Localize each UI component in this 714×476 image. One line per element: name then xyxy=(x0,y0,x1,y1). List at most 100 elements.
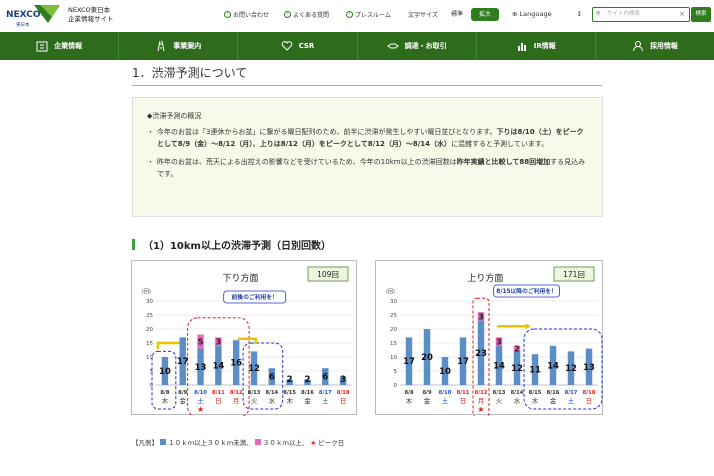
nav-item-procurement[interactable]: 調達・お取引 xyxy=(358,32,477,60)
data-label-under30: 11 xyxy=(529,366,541,376)
x-tick-date: 8/9 xyxy=(178,390,188,396)
x-tick-weekday: 火 xyxy=(496,397,503,405)
util-link-faq[interactable]: › よくある質問 xyxy=(284,10,329,19)
y-tick-label: 15 xyxy=(146,341,153,347)
overview-box: ◆渋滞予測の概況 今年のお盆は「3連休からお盆」に繋がる曜日配列のため、前半に渋… xyxy=(132,97,603,217)
x-tick-date: 8/13 xyxy=(493,390,506,396)
nexco-logo[interactable]: NEXCO 東日本 xyxy=(4,3,62,29)
chart-outbound-svg: 下り方面 109回(回)051015202530前後のご利用を！108/8木178… xyxy=(142,266,352,416)
total-count: 171回 xyxy=(563,270,585,279)
nav-item-ir[interactable]: IR情報 xyxy=(477,32,596,60)
x-tick-weekday: 木 xyxy=(532,396,539,405)
bar-under30 xyxy=(322,368,329,385)
bar-chart-icon xyxy=(517,43,526,51)
arrowhead-icon xyxy=(525,323,531,330)
peak-star-icon: ★ xyxy=(477,405,484,414)
data-label-under30: 17 xyxy=(177,357,189,367)
bar-under30 xyxy=(423,329,431,385)
data-label-under30: 12 xyxy=(248,364,260,374)
bar-over30 xyxy=(477,312,485,321)
x-tick-date: 8/17 xyxy=(319,390,332,396)
nav-item-business[interactable]: 事業案内 xyxy=(119,32,239,60)
y-tick-label: 10 xyxy=(146,355,153,361)
x-tick-weekday: 日 xyxy=(460,397,467,405)
search-input[interactable]: ⚲ サイト内検索 × xyxy=(592,7,690,22)
language-selector[interactable]: ⊕ Language ↕ xyxy=(512,8,584,21)
x-tick-weekday: 金 xyxy=(179,396,186,405)
bar-under30 xyxy=(268,368,276,385)
data-label-under30: 14 xyxy=(493,361,505,371)
data-label-over30: 2 xyxy=(514,345,520,354)
data-label-under30: 17 xyxy=(457,357,469,367)
bar-under30 xyxy=(495,345,503,385)
peak-period-highlight xyxy=(472,297,490,416)
x-tick-weekday: 月 xyxy=(478,397,485,405)
bar-under30 xyxy=(477,320,485,385)
data-label-under30: 14 xyxy=(547,361,559,371)
data-label-under30: 10 xyxy=(159,367,171,377)
x-tick-weekday: 水 xyxy=(269,396,276,405)
x-tick-date: 8/16 xyxy=(301,390,314,396)
y-axis-label: (回) xyxy=(386,289,395,295)
data-label-under30: 20 xyxy=(421,353,433,363)
handshake-icon xyxy=(386,43,399,49)
bar-over30 xyxy=(495,337,503,346)
site-header: NEXCO 東日本 NEXCO東日本 企業情報サイト › お問い合わせ › よく… xyxy=(0,0,714,31)
bar-under30 xyxy=(585,348,593,385)
nav-item-corporate-info[interactable]: 企業情報 xyxy=(0,32,120,60)
person-icon xyxy=(632,41,643,52)
y-tick-label: 10 xyxy=(390,355,397,361)
total-badge xyxy=(553,266,595,282)
chart-inbound: 上り方面 171回 (回) 0 5 10 15 20 25 30 8/15以降のご利用を！ 17 8/8… xyxy=(375,260,603,416)
bar-under30 xyxy=(405,337,413,385)
util-link-contact[interactable]: › お問い合わせ xyxy=(224,10,269,19)
overview-paragraph-1: 今年のお盆は「3連休からお盆」に繋がる曜日配列のため、前半に渋滞が発生しやすい曜… xyxy=(147,126,590,151)
callout-text: 8/15以降のご利用を！ xyxy=(496,287,557,295)
y-tick-label: 30 xyxy=(146,299,153,305)
chevron-right-icon: › xyxy=(284,11,291,18)
x-tick-date: 8/13 xyxy=(248,390,261,396)
x-tick-date: 8/12 xyxy=(230,390,243,396)
search-button[interactable]: 検索 xyxy=(691,7,711,22)
y-tick-label: 25 xyxy=(390,313,397,319)
legend-item-peak: ピーク日 xyxy=(318,439,345,447)
nav-item-recruit[interactable]: 採用情報 xyxy=(596,32,714,60)
chevron-right-icon: › xyxy=(346,11,353,18)
data-label-under30: 12 xyxy=(565,364,577,374)
x-tick-weekday: 木 xyxy=(162,396,169,405)
star-icon: ★ xyxy=(310,439,317,447)
before-period-highlight xyxy=(151,350,177,410)
x-tick-date: 8/9 xyxy=(422,390,432,396)
data-label-under30: 6 xyxy=(322,373,328,383)
y-tick-label: 5 xyxy=(394,369,398,375)
font-size-standard-button[interactable]: 標準 xyxy=(450,11,463,18)
chart-title: 下り方面 xyxy=(222,272,258,284)
heart-icon xyxy=(281,41,292,51)
site-name-line1: NEXCO東日本 xyxy=(68,6,111,14)
total-count: 109回 xyxy=(317,270,339,279)
data-label-under30: 14 xyxy=(212,361,224,371)
data-label-over30: 3 xyxy=(216,338,222,347)
bar-under30 xyxy=(250,351,258,385)
bar-under30 xyxy=(459,337,467,385)
x-tick-date: 8/15 xyxy=(283,390,296,396)
x-tick-weekday: 土 xyxy=(322,396,329,405)
data-label-under30: 13 xyxy=(583,363,595,373)
clear-icon[interactable]: × xyxy=(679,10,685,18)
nav-item-csr[interactable]: CSR xyxy=(238,32,358,60)
data-label-over30: 5 xyxy=(198,338,204,347)
bar-under30 xyxy=(304,379,311,385)
y-tick-label: 30 xyxy=(390,299,397,305)
callout-box xyxy=(493,284,560,298)
data-label-under30: 23 xyxy=(475,349,487,359)
x-tick-weekday: 土 xyxy=(197,396,204,405)
util-link-press[interactable]: › プレスルーム xyxy=(346,10,391,19)
total-badge xyxy=(307,266,349,282)
y-tick-label: 15 xyxy=(390,341,397,347)
svg-text:NEXCO: NEXCO xyxy=(6,10,41,20)
font-size-large-button[interactable]: 拡大 xyxy=(471,8,499,21)
site-name-line2: 企業情報サイト xyxy=(68,15,114,23)
language-label: Language xyxy=(519,10,552,18)
search-placeholder: サイト内検索 xyxy=(607,11,641,17)
data-label-under30: 2 xyxy=(304,375,310,385)
